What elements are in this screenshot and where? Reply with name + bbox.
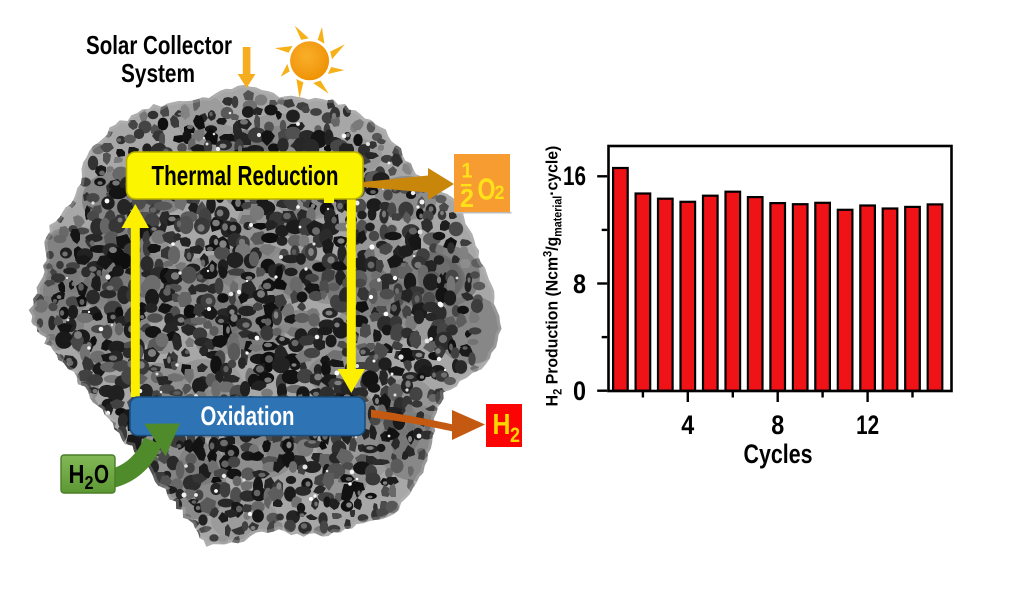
svg-text:2: 2: [85, 473, 94, 493]
svg-text:2: 2: [510, 424, 520, 447]
svg-text:2: 2: [495, 183, 505, 204]
svg-text:H: H: [69, 459, 85, 489]
svg-text:H2 Production (Ncm3/gmaterial·: H2 Production (Ncm3/gmaterial·cycle): [542, 146, 564, 407]
svg-text:0: 0: [573, 376, 586, 406]
svg-text:16: 16: [563, 161, 586, 191]
svg-text:8: 8: [573, 269, 586, 299]
svg-text:Oxidation: Oxidation: [201, 401, 295, 431]
svg-text:1: 1: [462, 160, 473, 183]
svg-text:Thermal Reduction: Thermal Reduction: [152, 160, 339, 191]
svg-text:O: O: [478, 172, 496, 207]
svg-text:8: 8: [771, 410, 784, 440]
svg-text:12: 12: [856, 410, 879, 440]
svg-text:Cycles: Cycles: [744, 439, 813, 469]
svg-text:O: O: [94, 459, 109, 489]
svg-text:2: 2: [460, 183, 474, 213]
svg-text:H: H: [493, 409, 511, 441]
svg-text:Solar Collector: Solar Collector: [86, 30, 232, 60]
svg-text:System: System: [121, 58, 195, 88]
svg-text:4: 4: [681, 410, 694, 440]
